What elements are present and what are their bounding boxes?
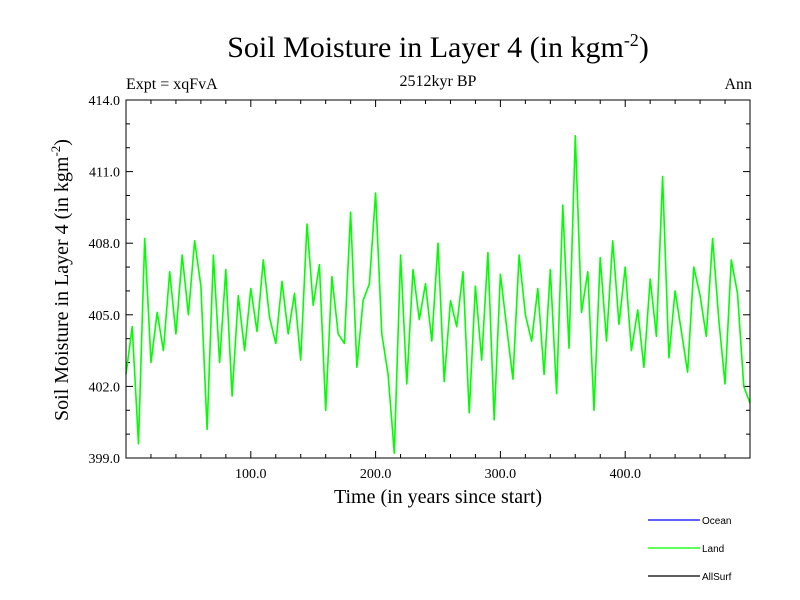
x-axis-label: Time (in years since start) (333, 486, 543, 508)
y-tick-label: 411.0 (89, 166, 120, 181)
legend-label-land: Land (702, 544, 724, 555)
y-tick-label: 414.0 (89, 94, 121, 109)
chart-subtitle: 2512kyr BP (399, 73, 477, 90)
legend-label-allsurf: AllSurf (702, 572, 732, 583)
plot-frame (125, 99, 751, 459)
experiment-label: Expt = xqFvA (126, 76, 218, 93)
x-tick-label: 400.0 (609, 467, 641, 482)
y-tick-label: 402.0 (89, 380, 121, 395)
y-axis-label: Soil Moisture in Layer 4 (in kgm-2) (48, 139, 73, 421)
y-tick-label: 399.0 (89, 452, 121, 467)
series-line-land (125, 135, 751, 455)
x-tick-label: 100.0 (235, 467, 267, 482)
legend-label-ocean: Ocean (702, 516, 731, 527)
x-tick-label: 300.0 (485, 467, 517, 482)
y-tick-label: 405.0 (89, 309, 121, 324)
season-label: Ann (724, 76, 752, 93)
x-tick-label: 200.0 (360, 467, 392, 482)
y-tick-label: 408.0 (89, 237, 121, 252)
chart-title: Soil Moisture in Layer 4 (in kgm-2) (227, 30, 649, 64)
